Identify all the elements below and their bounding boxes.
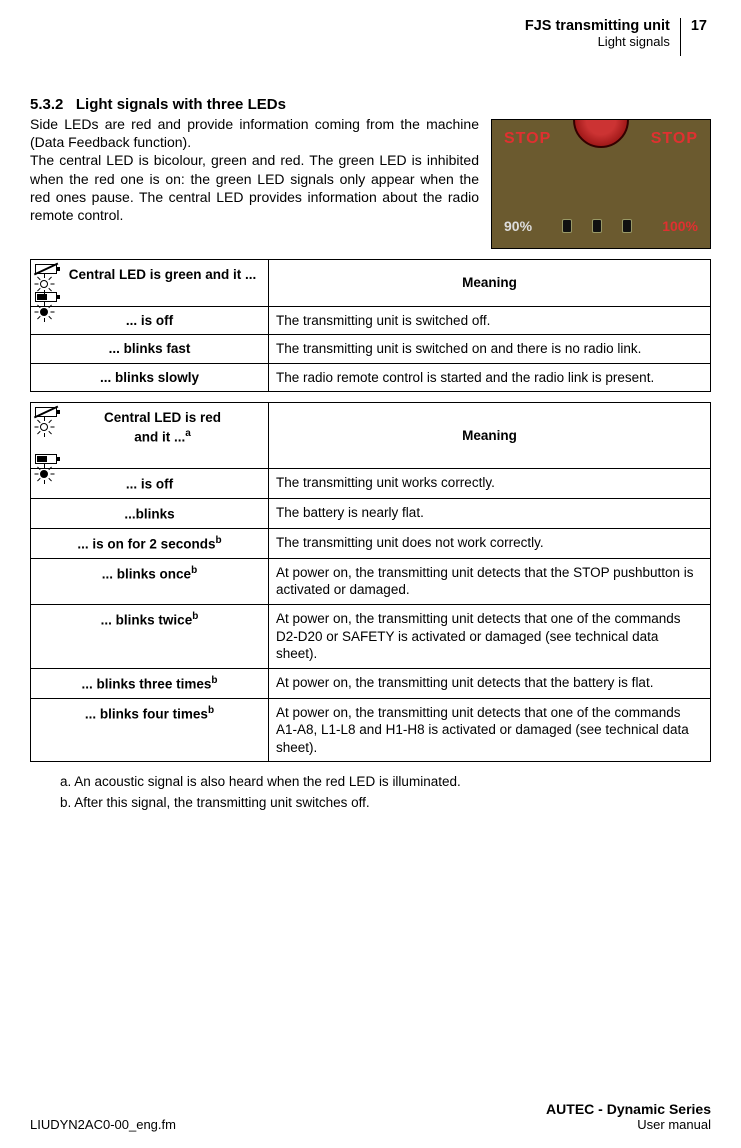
meaning-cell: The radio remote control is started and …	[269, 363, 711, 392]
green-header-meaning: Meaning	[269, 260, 711, 307]
table-row: ... blinks slowly The radio remote contr…	[31, 363, 711, 392]
state-cell: ... blinks twiceb	[31, 605, 269, 669]
battery-half-icon	[35, 454, 63, 464]
state-cell: ... is off	[31, 306, 269, 335]
fig-leds	[562, 219, 632, 233]
table-row: ... is off The transmitting unit works c…	[31, 468, 711, 498]
fig-stop-right: STOP	[651, 130, 698, 148]
body-text: Side LEDs are red and provide informatio…	[30, 115, 479, 249]
battery-half-icon	[35, 292, 63, 302]
led-icon	[562, 219, 572, 233]
table-row: ... is off The transmitting unit is swit…	[31, 306, 711, 335]
footnote-a: a. An acoustic signal is also heard when…	[60, 772, 711, 792]
table-row: ... blinks twiceb At power on, the trans…	[31, 605, 711, 669]
section-title: Light signals with three LEDs	[76, 96, 286, 113]
header-text-block: FJS transmitting unit Light signals	[525, 18, 680, 49]
red-led-table: Central LED is red and it ...a Meaning .…	[30, 402, 711, 762]
table-row: ... is on for 2 secondsb The transmittin…	[31, 528, 711, 558]
footer-brand: AUTEC - Dynamic Series	[546, 1101, 711, 1117]
footnote-b: b. After this signal, the transmitting u…	[60, 793, 711, 813]
state-cell: ... blinks slowly	[31, 363, 269, 392]
footnotes: a. An acoustic signal is also heard when…	[60, 772, 711, 813]
footer-left: LIUDYN2AC0-00_eng.fm	[30, 1117, 176, 1132]
header-subtitle: Light signals	[525, 34, 670, 49]
paragraph-2: The central LED is bicolour, green and r…	[30, 152, 479, 223]
icon-column	[35, 264, 63, 302]
page-number: 17	[680, 18, 711, 56]
meaning-cell: At power on, the transmitting unit detec…	[269, 668, 711, 698]
led-icon	[592, 219, 602, 233]
section: 5.3.2 Light signals with three LEDs Side…	[30, 96, 711, 249]
state-cell: ... blinks three timesb	[31, 668, 269, 698]
paragraph-1: Side LEDs are red and provide informatio…	[30, 116, 479, 150]
state-cell: ... blinks fast	[31, 335, 269, 364]
red-header-text: Central LED is red and it ...a	[104, 409, 221, 446]
meaning-cell: The transmitting unit is switched off.	[269, 306, 711, 335]
battery-crossed-icon	[35, 264, 63, 274]
table-row: ... blinks fast The transmitting unit is…	[31, 335, 711, 364]
green-led-table: Central LED is green and it ... Meaning …	[30, 259, 711, 392]
table-row: ... blinks three timesb At power on, the…	[31, 668, 711, 698]
section-number: 5.3.2	[30, 96, 63, 113]
fig-stop-left: STOP	[504, 130, 551, 148]
state-cell: ... blinks onceb	[31, 558, 269, 604]
state-cell: ... blinks four timesb	[31, 698, 269, 762]
meaning-cell: At power on, the transmitting unit detec…	[269, 605, 711, 669]
table-row: ...blinks The battery is nearly flat.	[31, 498, 711, 528]
page-header: FJS transmitting unit Light signals 17	[30, 18, 711, 56]
state-cell: ... is on for 2 secondsb	[31, 528, 269, 558]
page-footer: LIUDYN2AC0-00_eng.fm AUTEC - Dynamic Ser…	[30, 1101, 711, 1132]
meaning-cell: The transmitting unit does not work corr…	[269, 528, 711, 558]
table-row: ... blinks onceb At power on, the transm…	[31, 558, 711, 604]
meaning-cell: The battery is nearly flat.	[269, 498, 711, 528]
fig-left-pct: 90%	[504, 218, 532, 234]
meaning-cell: The transmitting unit is switched on and…	[269, 335, 711, 364]
meaning-cell: At power on, the transmitting unit detec…	[269, 558, 711, 604]
body-row: Side LEDs are red and provide informatio…	[30, 115, 711, 249]
battery-crossed-icon	[35, 407, 63, 417]
state-cell: ...blinks	[31, 498, 269, 528]
red-header-meaning: Meaning	[269, 403, 711, 469]
meaning-cell: At power on, the transmitting unit detec…	[269, 698, 711, 762]
icon-column	[35, 407, 63, 464]
meaning-cell: The transmitting unit works correctly.	[269, 468, 711, 498]
led-icon	[622, 219, 632, 233]
state-cell: ... is off	[31, 468, 269, 498]
green-header-state: Central LED is green and it ...	[31, 260, 269, 307]
fig-right-pct: 100%	[662, 218, 698, 234]
table-row: ... blinks four timesb At power on, the …	[31, 698, 711, 762]
footer-right: AUTEC - Dynamic Series User manual	[546, 1101, 711, 1132]
header-title: FJS transmitting unit	[525, 18, 670, 34]
section-heading: 5.3.2 Light signals with three LEDs	[30, 96, 711, 113]
device-photo: STOP STOP 90% 100%	[491, 119, 711, 249]
footer-manual: User manual	[546, 1117, 711, 1132]
red-header-state: Central LED is red and it ...a	[31, 403, 269, 469]
